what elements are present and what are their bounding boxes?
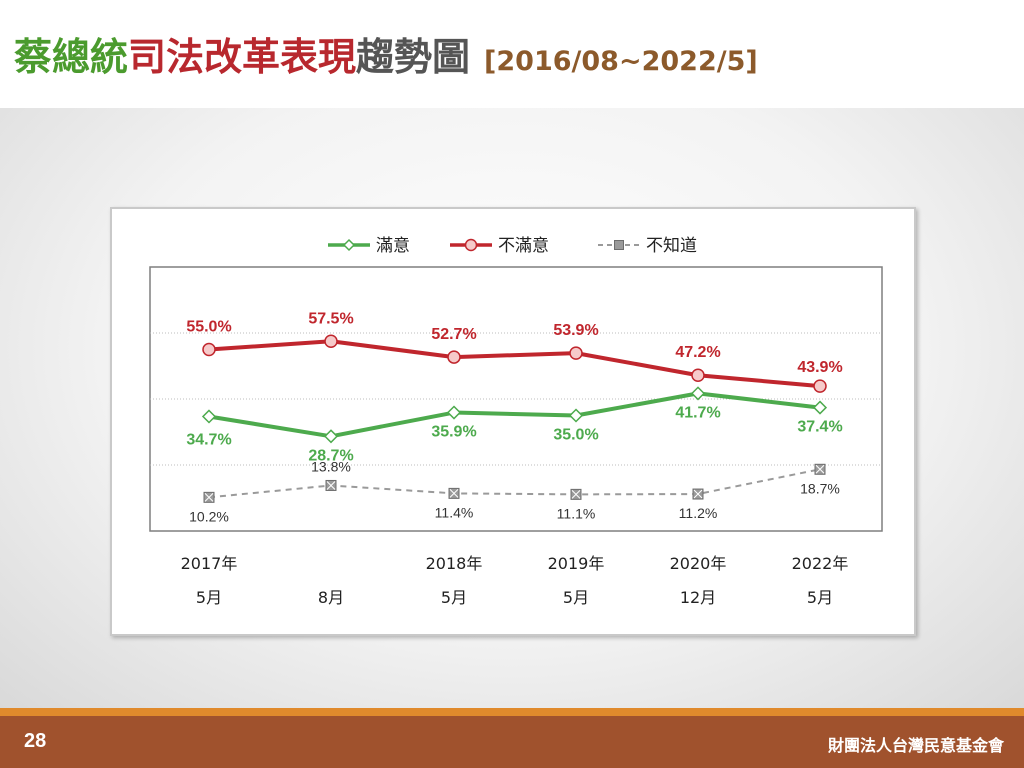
data-label-dissatisfied-3: 53.9% [553,322,598,339]
marker-dissatisfied-4 [691,368,705,382]
data-label-dissatisfied-0: 55.0% [186,319,231,336]
x-tick-label-month: 5月 [807,588,833,607]
x-tick-label-month: 8月 [318,588,344,607]
data-label-satisfied-0: 34.7% [186,431,231,448]
marker-x-dontknow-5 [815,464,825,474]
data-label-dontknow-0: 10.2% [189,508,229,524]
data-label-dontknow-5: 18.7% [800,480,840,496]
series-line-dontknow [208,468,821,499]
x-tick-label-month: 5月 [441,588,467,607]
trend-chart: 34.7% 28.7% 35.9% 35.0% 41.7% 37.4% 55.0% 57.5%… [149,236,883,607]
data-label-dontknow-3: 11.1% [557,505,596,521]
marker-x-dontknow-0 [204,492,214,502]
data-label-dontknow-2: 11.4% [435,504,474,520]
legend-label-satisfied: 滿意 [376,236,410,256]
legend-label-dontknow: 不知道 [646,236,697,256]
marker-dissatisfied-0 [202,342,216,357]
marker-satisfied-5 [812,400,828,415]
data-label-satisfied-3: 35.0% [553,427,598,444]
marker-satisfied-2 [446,405,462,420]
title-part-president: 蔡總統 [14,35,129,79]
x-tick-label-month: 5月 [196,588,222,607]
page-number: 28 [24,730,47,752]
marker-dissatisfied-1 [324,334,338,348]
x-tick-label-year: 2018年 [426,554,483,573]
x-tick-label-year: 2019年 [548,554,605,573]
title-part-trend: 趨勢圖 [356,35,471,79]
data-label-satisfied-1: 28.7% [308,447,353,464]
data-label-satisfied-2: 35.9% [431,424,476,441]
data-label-dissatisfied-1: 57.5% [308,310,353,327]
marker-satisfied-1 [323,429,339,444]
title-part-topic: 司法改革表現 [128,35,357,79]
legend-marker-satisfied [342,238,356,252]
data-label-dontknow-1: 13.8% [311,458,351,474]
marker-dissatisfied-5 [813,379,827,393]
page-title: 蔡總統司法改革表現趨勢圖 [2016/08~2022/5] [14,26,758,90]
marker-satisfied-3 [568,408,584,423]
marker-dissatisfied-3 [569,346,583,360]
marker-satisfied-0 [201,409,217,424]
marker-satisfied-4 [690,386,706,401]
marker-x-dontknow-2 [449,489,459,498]
data-label-dontknow-4: 11.2% [679,505,718,521]
data-label-dissatisfied-5: 43.9% [797,359,842,376]
footer-accent-line [0,708,1024,716]
data-label-satisfied-4: 41.7% [675,404,720,421]
legend-label-dissatisfied: 不滿意 [498,236,549,256]
series-line-satisfied [208,391,821,439]
title-date-range: [2016/08~2022/5] [484,46,758,77]
x-tick-label-month: 12月 [680,588,716,607]
marker-x-dontknow-3 [571,490,581,499]
marker-x-dontknow-4 [693,489,703,499]
x-tick-label-month: 5月 [563,588,589,607]
legend-marker-dissatisfied [464,238,478,252]
chart-panel: 34.7% 28.7% 35.9% 35.0% 41.7% 37.4% 55.0% 57.5%… [110,207,916,636]
footer-bar: 28 財團法人台灣民意基金會 [0,716,1024,768]
series-line-dissatisfied [208,339,821,389]
marker-x-dontknow-1 [326,481,336,490]
x-tick-label-year: 2017年 [181,554,238,573]
data-label-dissatisfied-2: 52.7% [431,326,476,343]
x-tick-label-year: 2022年 [792,554,849,573]
data-label-dissatisfied-4: 47.2% [675,344,720,361]
data-label-satisfied-5: 37.4% [797,419,842,436]
marker-dissatisfied-2 [447,350,461,364]
x-tick-label-year: 2020年 [670,554,727,573]
organization-name: 財團法人台灣民意基金會 [827,736,1004,755]
legend-marker-dontknow [614,240,624,250]
